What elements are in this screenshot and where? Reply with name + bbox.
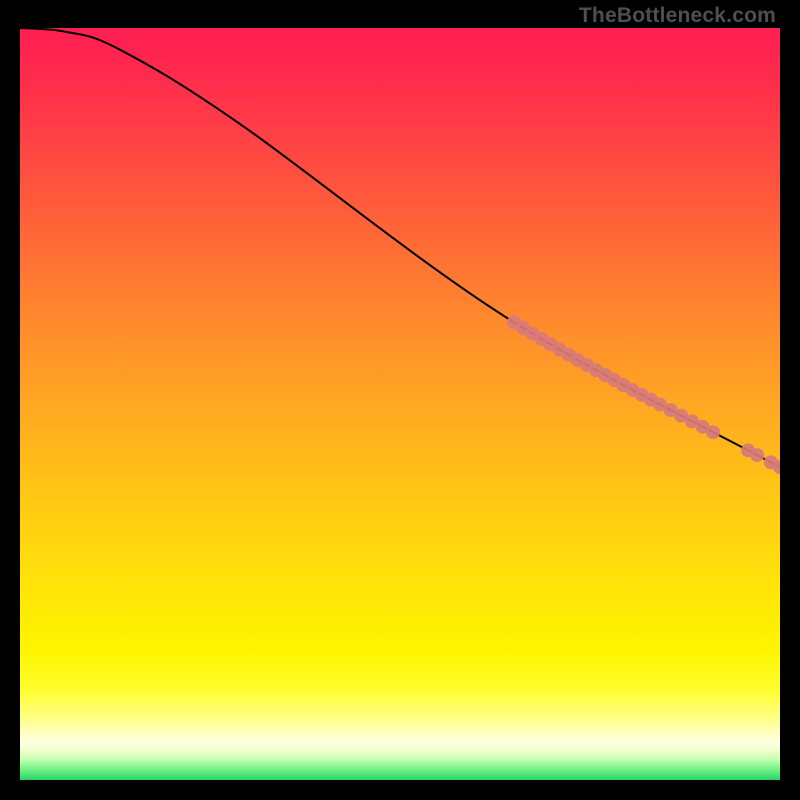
chart-frame: TheBottleneck.com [0,0,800,800]
data-marker [706,425,720,439]
gradient-plot [0,0,800,800]
watermark-text: TheBottleneck.com [579,4,776,28]
data-marker [750,448,764,462]
